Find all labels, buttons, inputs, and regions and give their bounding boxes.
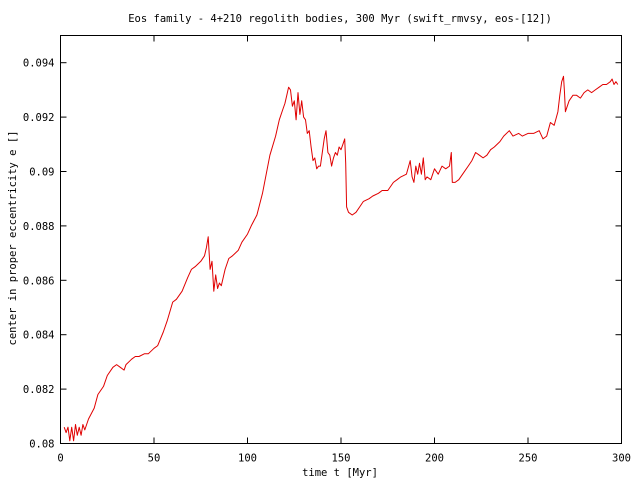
chart-title: Eos family - 4+210 regolith bodies, 300 … xyxy=(128,13,552,25)
x-tick-label: 100 xyxy=(238,453,257,465)
series-line xyxy=(63,75,619,442)
x-tick-label: 50 xyxy=(148,453,161,465)
y-tick-label: 0.09 xyxy=(29,167,54,179)
y-tick-label: 0.086 xyxy=(23,275,55,287)
x-axis-ticks: 0 50 100 150 200 250 300 xyxy=(57,35,631,465)
x-tick-label: 300 xyxy=(612,453,631,465)
y-tick-label: 0.08 xyxy=(29,439,54,451)
y-tick-label: 0.094 xyxy=(23,58,55,70)
y-axis-ticks: 0.08 0.082 0.084 0.086 0.088 0.09 0.092 0.094 xyxy=(23,58,622,451)
y-axis-label: center in proper eccentricity e [] xyxy=(7,131,19,346)
y-tick-label: 0.082 xyxy=(23,384,55,396)
y-tick-label: 0.084 xyxy=(23,330,55,342)
x-tick-label: 200 xyxy=(425,453,444,465)
x-tick-label: 0 xyxy=(57,453,63,465)
x-tick-label: 150 xyxy=(332,453,351,465)
x-axis-label: time t [Myr] xyxy=(302,467,378,479)
y-tick-label: 0.092 xyxy=(23,112,55,124)
x-tick-label: 250 xyxy=(519,453,538,465)
y-tick-label: 0.088 xyxy=(23,221,55,233)
